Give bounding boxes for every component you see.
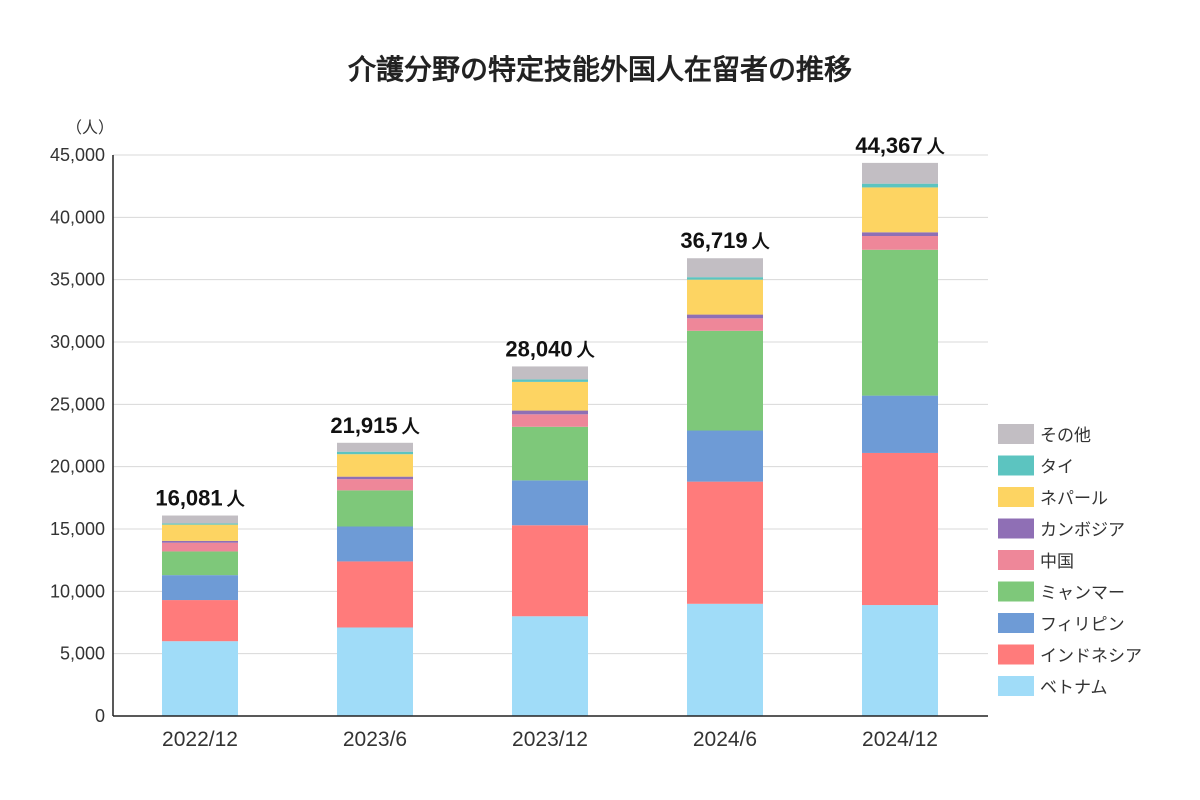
- bar-segment: [862, 183, 938, 188]
- bar-segment: [162, 524, 238, 541]
- bar-segment: [687, 481, 763, 604]
- legend-swatch: [998, 644, 1034, 665]
- bar-segment: [687, 277, 763, 280]
- legend-label: 中国: [1040, 552, 1074, 572]
- y-tick-label: 15,000: [50, 519, 105, 539]
- bar-segment: [687, 279, 763, 315]
- bar-segment: [687, 430, 763, 482]
- y-tick-label: 45,000: [50, 145, 105, 165]
- legend-swatch: [998, 613, 1034, 633]
- x-tick-label: 2024/12: [862, 728, 938, 751]
- y-tick-label: 30,000: [50, 332, 105, 352]
- bar-segment: [162, 575, 238, 601]
- legend-label: フィリピン: [1040, 615, 1125, 635]
- bar-segment: [512, 379, 588, 382]
- legend-label: カンボジア: [1040, 521, 1125, 541]
- bar-segment: [512, 616, 588, 716]
- legend-label: インドネシア: [1040, 647, 1142, 667]
- bar-segment: [337, 490, 413, 527]
- bar-segment: [687, 318, 763, 331]
- x-tick-label: 2024/6: [693, 728, 757, 751]
- bar-segment: [162, 542, 238, 552]
- bar-total-label: 16,081 人: [155, 486, 245, 511]
- bar-segment: [162, 600, 238, 642]
- y-tick-label: 5,000: [60, 644, 105, 664]
- bar-segment: [512, 381, 588, 411]
- bar-segment: [162, 523, 238, 525]
- bar-segment: [337, 476, 413, 480]
- bar-segment: [862, 452, 938, 606]
- bar-segment: [862, 236, 938, 250]
- y-unit-label: （人）: [66, 118, 114, 137]
- bar-segment: [862, 395, 938, 453]
- y-tick-label: 0: [95, 706, 105, 726]
- bar-segment: [337, 442, 413, 452]
- bar-segment: [687, 258, 763, 278]
- x-tick-label: 2022/12: [162, 728, 238, 751]
- bar-segment: [512, 414, 588, 427]
- bar-segment: [337, 627, 413, 716]
- legend-label: ネパール: [1040, 489, 1108, 509]
- bar-total-label: 21,915 人: [330, 413, 420, 438]
- bar-segment: [687, 603, 763, 716]
- bar-segment: [512, 366, 588, 380]
- y-tick-label: 20,000: [50, 457, 105, 477]
- bar-segment: [862, 162, 938, 184]
- bar-total-label: 44,367 人: [855, 133, 945, 158]
- bar-segment: [162, 641, 238, 716]
- bar-segment: [337, 526, 413, 562]
- chart-title: 介護分野の特定技能外国人在留者の推移: [347, 53, 852, 86]
- bar-segment: [337, 454, 413, 477]
- legend-swatch: [998, 581, 1034, 602]
- legend-label: その他: [1040, 426, 1091, 446]
- bar-segment: [337, 479, 413, 491]
- bar-segment: [512, 410, 588, 415]
- x-tick-label: 2023/12: [512, 728, 588, 751]
- bar-segment: [862, 187, 938, 233]
- y-tick-label: 25,000: [50, 394, 105, 414]
- bar-segment: [162, 551, 238, 576]
- legend-label: ミャンマー: [1040, 584, 1125, 604]
- bar-segment: [512, 480, 588, 526]
- legend-swatch: [998, 487, 1034, 507]
- bar-segment: [337, 561, 413, 628]
- legend-label: ベトナム: [1040, 678, 1108, 698]
- legend-swatch: [998, 518, 1034, 539]
- y-tick-label: 40,000: [50, 207, 105, 227]
- bar-segment: [162, 540, 238, 543]
- legend-swatch: [998, 550, 1034, 570]
- legend-swatch: [998, 455, 1034, 476]
- bar-segment: [512, 426, 588, 481]
- bar-segment: [862, 249, 938, 396]
- bar-total-label: 36,719 人: [680, 228, 770, 253]
- legend-label: タイ: [1040, 458, 1074, 478]
- bar-segment: [862, 605, 938, 716]
- y-tick-label: 10,000: [50, 581, 105, 601]
- bar-segment: [862, 232, 938, 237]
- x-tick-label: 2023/6: [343, 728, 407, 751]
- bar-segment: [162, 515, 238, 524]
- bar-segment: [337, 451, 413, 455]
- bar-segment: [687, 314, 763, 319]
- bar-segment: [687, 330, 763, 431]
- legend-swatch: [998, 424, 1034, 444]
- y-tick-label: 35,000: [50, 270, 105, 290]
- bar-segment: [512, 525, 588, 617]
- bar-total-label: 28,040 人: [505, 336, 595, 361]
- legend-swatch: [998, 676, 1034, 696]
